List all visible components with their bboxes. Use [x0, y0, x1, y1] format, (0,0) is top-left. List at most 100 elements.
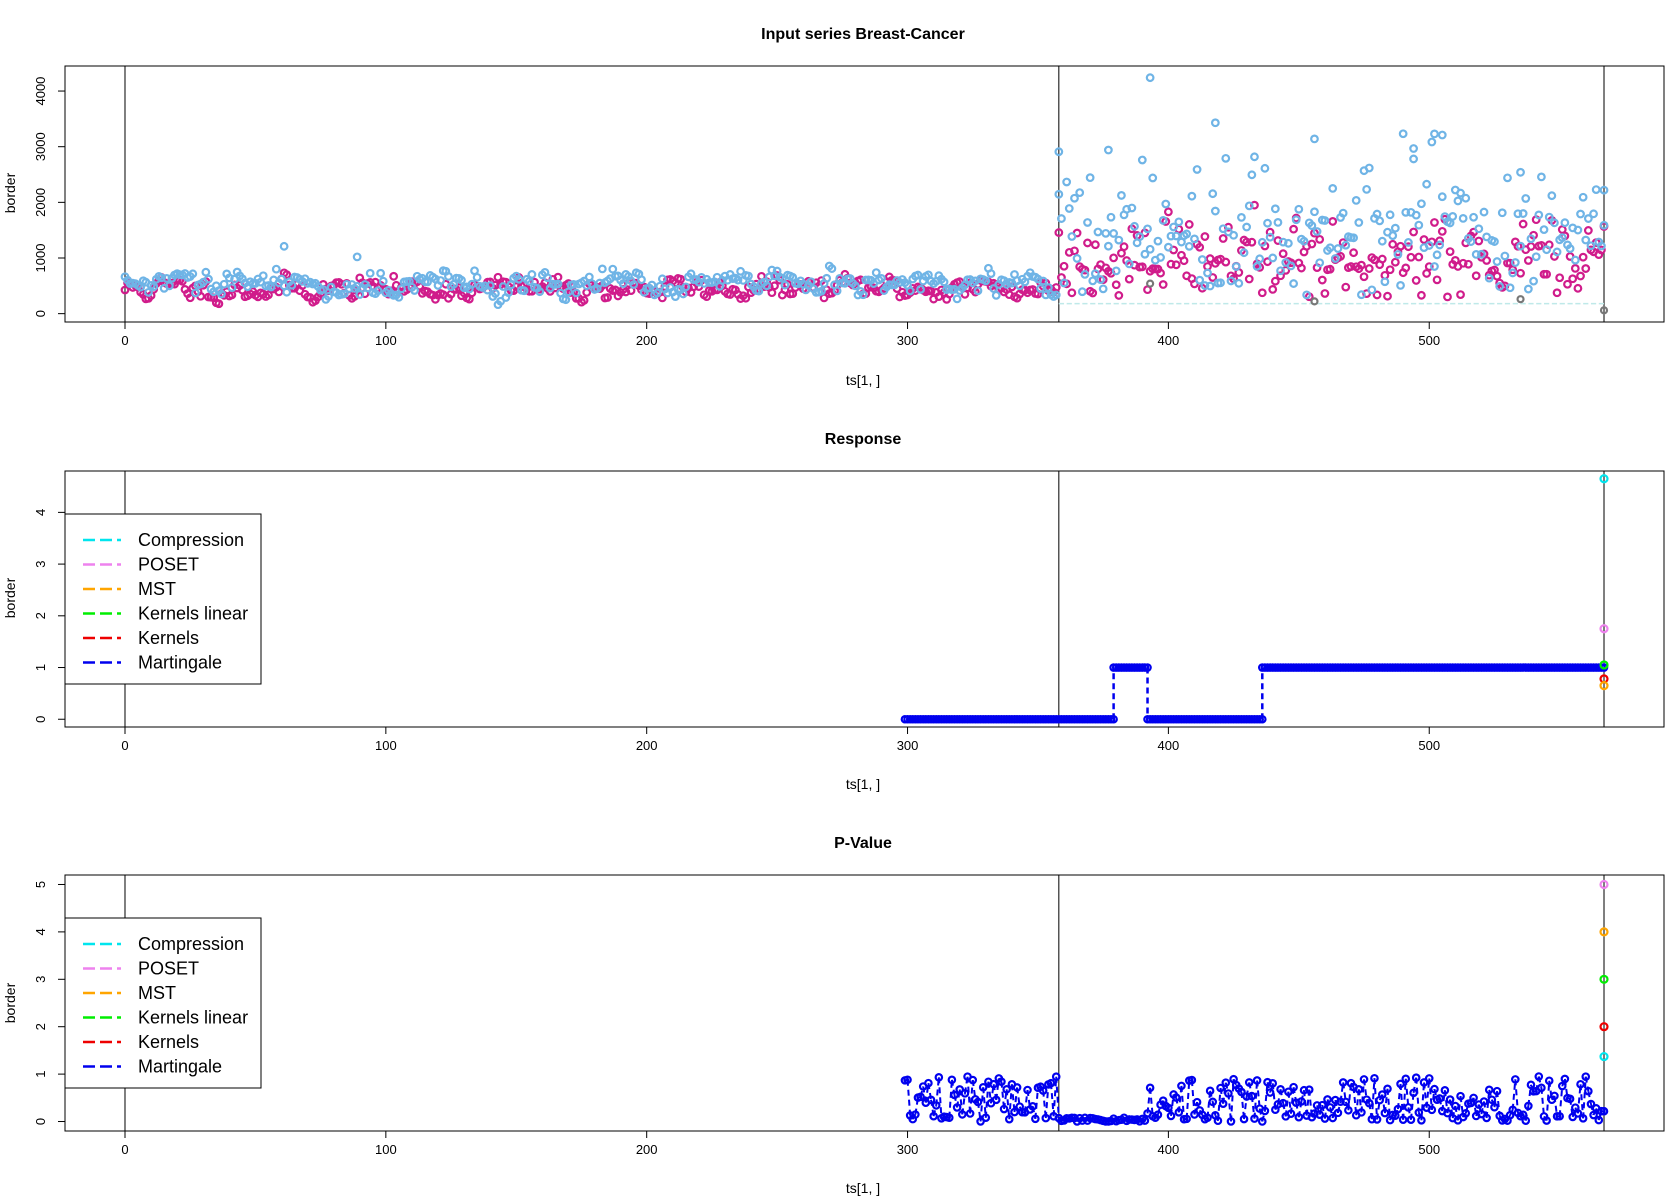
data-point: [1197, 255, 1207, 264]
martingale-segment: [937, 1077, 943, 1119]
data-point: [1289, 279, 1298, 288]
data-point: [1307, 221, 1317, 230]
data-point: [629, 280, 639, 289]
data-point: [279, 241, 289, 251]
data-point: [1406, 252, 1416, 262]
data-point: [282, 287, 292, 297]
martingale-segment: [1399, 1083, 1405, 1120]
y-tick-label: 2: [33, 1023, 48, 1030]
martingale-segment: [1180, 1085, 1186, 1120]
data-point: [1276, 266, 1285, 276]
legend: Compression POSET MST Kernels linear Kernels…: [64, 513, 262, 685]
data-point: [1414, 252, 1424, 262]
data-point: [1364, 264, 1374, 273]
data-point: [365, 268, 375, 278]
data-point: [1036, 284, 1045, 293]
y-tick-label: 0: [33, 310, 48, 317]
data-point: [973, 286, 983, 296]
data-point: [318, 285, 328, 294]
martingale-point: [1487, 1095, 1497, 1105]
data-point: [1364, 163, 1374, 173]
data-point: [378, 276, 388, 286]
data-point: [1109, 253, 1119, 263]
data-point: [1550, 218, 1559, 228]
data-point: [579, 295, 589, 305]
data-point: [1143, 224, 1152, 234]
data-point: [1070, 193, 1079, 203]
data-point: [1283, 238, 1293, 248]
data-point: [157, 273, 166, 283]
y-tick-label: 1: [33, 664, 48, 671]
data-point: [1148, 173, 1158, 183]
data-point: [1432, 250, 1442, 260]
data-point: [991, 290, 1001, 300]
data-point: [1158, 280, 1168, 289]
data-point: [1396, 280, 1405, 290]
axis-ticks: 0 100 200 300 400 500 0 1000 2000 3000 4000: [33, 77, 1440, 348]
data-point: [850, 281, 860, 291]
data-point: [1270, 276, 1280, 286]
martingale-segment: [1269, 1083, 1274, 1093]
data-point: [618, 279, 628, 288]
data-point: [1257, 288, 1267, 298]
data-point: [339, 289, 349, 299]
martingale-segment: [1316, 1105, 1321, 1115]
data-point: [1409, 227, 1418, 237]
data-point: [485, 281, 495, 291]
data-point: [1263, 218, 1272, 228]
data-point: [1307, 239, 1317, 249]
martingale-segment: [1026, 1089, 1032, 1110]
data-point: [1270, 204, 1280, 214]
data-point: [1445, 247, 1455, 256]
martingale-point: [1557, 1081, 1567, 1091]
martingale-segment: [1000, 1081, 1006, 1110]
data-point: [1461, 193, 1471, 203]
data-point: [1163, 242, 1173, 252]
data-point: [1158, 216, 1168, 225]
data-point: [1547, 191, 1557, 201]
data-point: [1526, 242, 1536, 251]
data-point: [1492, 271, 1502, 281]
data-point: [1453, 196, 1463, 206]
data-point: [1103, 241, 1113, 251]
martingale-segment: [1357, 1089, 1363, 1113]
data-point: [1216, 278, 1225, 288]
data-point: [1411, 276, 1421, 285]
legend-label: Kernels: [138, 1032, 199, 1052]
data-point: [1578, 192, 1588, 202]
data-point: [324, 292, 333, 301]
data-point: [1109, 229, 1119, 238]
data-point: [1346, 262, 1356, 271]
data-point: [1565, 244, 1575, 253]
data-point: [1146, 279, 1155, 288]
data-point: [1359, 272, 1369, 282]
martingale-segment: [1370, 1078, 1376, 1120]
data-point: [219, 279, 229, 289]
martingale-segment: [1224, 1082, 1230, 1094]
data-point: [493, 272, 503, 282]
data-point: [877, 274, 886, 283]
martingale-segment: [1545, 1080, 1551, 1121]
data-point: [1117, 191, 1126, 200]
legend-label: POSET: [138, 959, 199, 979]
data-point: [1328, 217, 1338, 226]
data-point: [519, 286, 529, 296]
data-point: [1362, 184, 1372, 194]
data-point: [657, 274, 667, 284]
data-point: [1341, 282, 1351, 292]
data-point: [527, 270, 537, 279]
data-point: [1114, 291, 1124, 300]
data-point: [1088, 288, 1098, 298]
data-point: [1443, 292, 1452, 302]
data-point: [670, 292, 680, 302]
data-point: [1190, 234, 1199, 244]
data-point: [1156, 253, 1165, 262]
data-point: [1448, 212, 1458, 221]
data-point: [657, 293, 667, 303]
data-point: [1054, 189, 1064, 199]
data-point: [553, 272, 563, 282]
data-point: [1516, 167, 1525, 177]
data-point: [1127, 203, 1137, 213]
martingale-segment: [1170, 1094, 1175, 1117]
data-point: [1184, 241, 1194, 251]
